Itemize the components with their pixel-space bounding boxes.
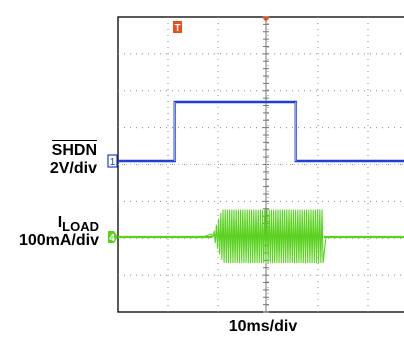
channel-1-marker	[107, 154, 118, 168]
time-scale-label: 10ms/div	[228, 318, 298, 335]
shdn-scale: 2V/div	[49, 160, 97, 177]
iload-trace	[118, 209, 404, 264]
shdn-channel-label: SHDN 2V/div	[0, 140, 97, 178]
shdn-signal-name: SHDN	[51, 140, 97, 159]
channel-4-marker	[108, 231, 118, 243]
trigger-position-marker	[262, 17, 270, 22]
trigger-marker	[173, 21, 182, 33]
channel-1-marker-label: 1	[110, 157, 116, 168]
iload-subscript: LOAD	[62, 219, 99, 234]
iload-channel-label: ILOAD 100mA/div	[0, 214, 99, 250]
trigger-marker-label: T	[174, 23, 180, 34]
iload-signal-name: I	[57, 214, 63, 231]
shdn-trace	[118, 100, 404, 163]
channel-4-marker-label: 4	[109, 233, 115, 244]
iload-scale: 100mA/div	[18, 232, 99, 249]
